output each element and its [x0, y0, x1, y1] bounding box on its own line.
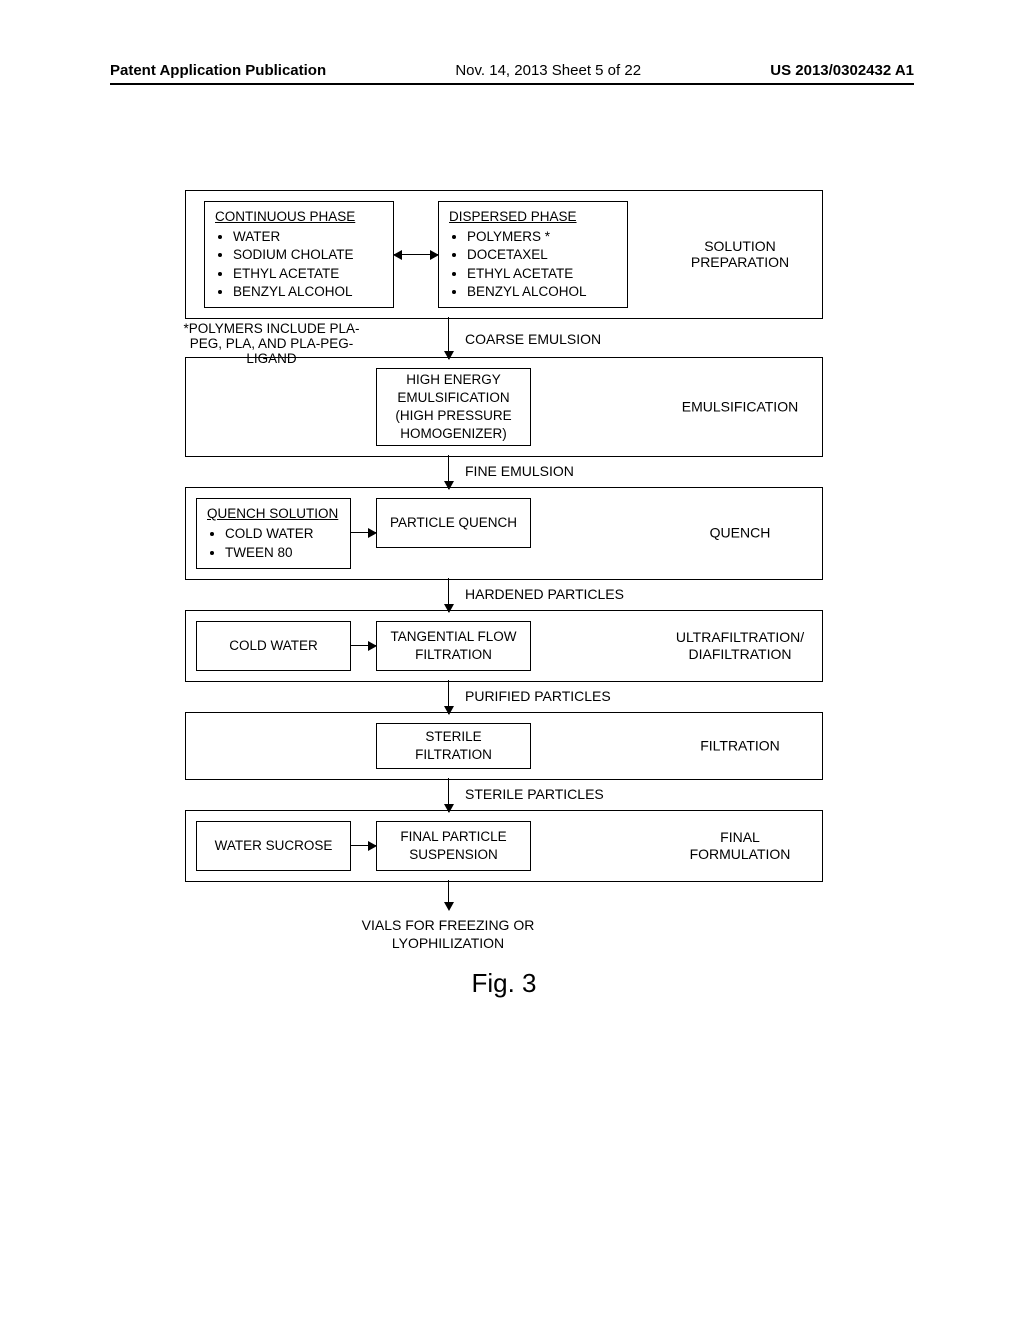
continuous-phase-title: CONTINUOUS PHASE: [215, 208, 383, 226]
stage-quench: QUENCH SOLUTION COLD WATER TWEEN 80 PART…: [185, 487, 823, 580]
dispersed-phase-box: DISPERSED PHASE POLYMERS * DOCETAXEL ETH…: [438, 201, 628, 308]
connector-label: FINE EMULSION: [465, 463, 574, 479]
list-item: BENZYL ALCOHOL: [233, 283, 383, 301]
figure-caption: Fig. 3: [185, 968, 823, 999]
quench-solution-list: COLD WATER TWEEN 80: [207, 525, 340, 561]
list-item: BENZYL ALCOHOL: [467, 283, 617, 301]
water-sucrose-text: WATER SUCROSE: [215, 837, 333, 855]
list-item: ETHYL ACETATE: [233, 265, 383, 283]
list-item: COLD WATER: [225, 525, 340, 543]
stage-label: FINAL FORMULATION: [670, 829, 810, 863]
sterile-filtration-box: STERILE FILTRATION: [376, 723, 531, 769]
tff-box: TANGENTIAL FLOW FILTRATION: [376, 621, 531, 671]
stage-label: SOLUTION PREPARATION: [670, 238, 810, 272]
double-arrow-icon: [394, 254, 438, 256]
stage-label: ULTRAFILTRATION/ DIAFILTRATION: [670, 629, 810, 663]
final-output-label: VIALS FOR FREEZING OR LYOPHILIZATION: [348, 916, 548, 952]
final-connector: [185, 882, 823, 916]
arrow-right-icon: [351, 532, 376, 534]
page: Patent Application Publication Nov. 14, …: [0, 0, 1024, 1320]
header-left: Patent Application Publication: [110, 62, 326, 79]
header-center: Nov. 14, 2013 Sheet 5 of 22: [455, 62, 641, 79]
emulsification-box: HIGH ENERGY EMULSIFICATION (HIGH PRESSUR…: [376, 368, 531, 446]
connector-label: STERILE PARTICLES: [465, 786, 604, 802]
water-sucrose-box: WATER SUCROSE: [196, 821, 351, 871]
connector: PURIFIED PARTICLES: [185, 682, 823, 712]
sterile-filtration-text: STERILE FILTRATION: [387, 728, 520, 764]
connector: HARDENED PARTICLES: [185, 580, 823, 610]
tff-text: TANGENTIAL FLOW FILTRATION: [387, 628, 520, 664]
arrow-right-icon: [351, 645, 376, 647]
dispersed-phase-list: POLYMERS * DOCETAXEL ETHYL ACETATE BENZY…: [449, 228, 617, 301]
flowchart: CONTINUOUS PHASE WATER SODIUM CHOLATE ET…: [185, 190, 823, 999]
stage-ultrafiltration: COLD WATER TANGENTIAL FLOW FILTRATION UL…: [185, 610, 823, 682]
stage-label: EMULSIFICATION: [670, 399, 810, 416]
list-item: TWEEN 80: [225, 544, 340, 562]
page-header: Patent Application Publication Nov. 14, …: [110, 62, 914, 85]
emulsification-text: HIGH ENERGY EMULSIFICATION (HIGH PRESSUR…: [387, 371, 520, 444]
arrow-right-icon: [351, 845, 376, 847]
stage-solution-preparation: CONTINUOUS PHASE WATER SODIUM CHOLATE ET…: [185, 190, 823, 319]
list-item: ETHYL ACETATE: [467, 265, 617, 283]
continuous-phase-box: CONTINUOUS PHASE WATER SODIUM CHOLATE ET…: [204, 201, 394, 308]
connector-label: COARSE EMULSION: [465, 331, 601, 347]
stage-label: QUENCH: [670, 525, 810, 542]
connector: COARSE EMULSION *POLYMERS INCLUDE PLA-PE…: [185, 319, 823, 357]
particle-quench-text: PARTICLE QUENCH: [390, 514, 517, 532]
dispersed-phase-title: DISPERSED PHASE: [449, 208, 617, 226]
list-item: POLYMERS *: [467, 228, 617, 246]
continuous-phase-list: WATER SODIUM CHOLATE ETHYL ACETATE BENZY…: [215, 228, 383, 301]
list-item: SODIUM CHOLATE: [233, 246, 383, 264]
final-suspension-box: FINAL PARTICLE SUSPENSION: [376, 821, 531, 871]
connector: STERILE PARTICLES: [185, 780, 823, 810]
quench-solution-title: QUENCH SOLUTION: [207, 505, 340, 523]
connector: FINE EMULSION: [185, 457, 823, 487]
cold-water-box: COLD WATER: [196, 621, 351, 671]
quench-solution-box: QUENCH SOLUTION COLD WATER TWEEN 80: [196, 498, 351, 569]
cold-water-text: COLD WATER: [229, 637, 318, 655]
list-item: DOCETAXEL: [467, 246, 617, 264]
stage-final-formulation: WATER SUCROSE FINAL PARTICLE SUSPENSION …: [185, 810, 823, 882]
header-right: US 2013/0302432 A1: [770, 62, 914, 79]
stage-filtration: STERILE FILTRATION FILTRATION: [185, 712, 823, 780]
connector-label: HARDENED PARTICLES: [465, 586, 624, 602]
final-suspension-text: FINAL PARTICLE SUSPENSION: [387, 828, 520, 864]
particle-quench-box: PARTICLE QUENCH: [376, 498, 531, 548]
stage-emulsification: HIGH ENERGY EMULSIFICATION (HIGH PRESSUR…: [185, 357, 823, 457]
connector-label: PURIFIED PARTICLES: [465, 688, 611, 704]
stage-label: FILTRATION: [670, 737, 810, 754]
list-item: WATER: [233, 228, 383, 246]
